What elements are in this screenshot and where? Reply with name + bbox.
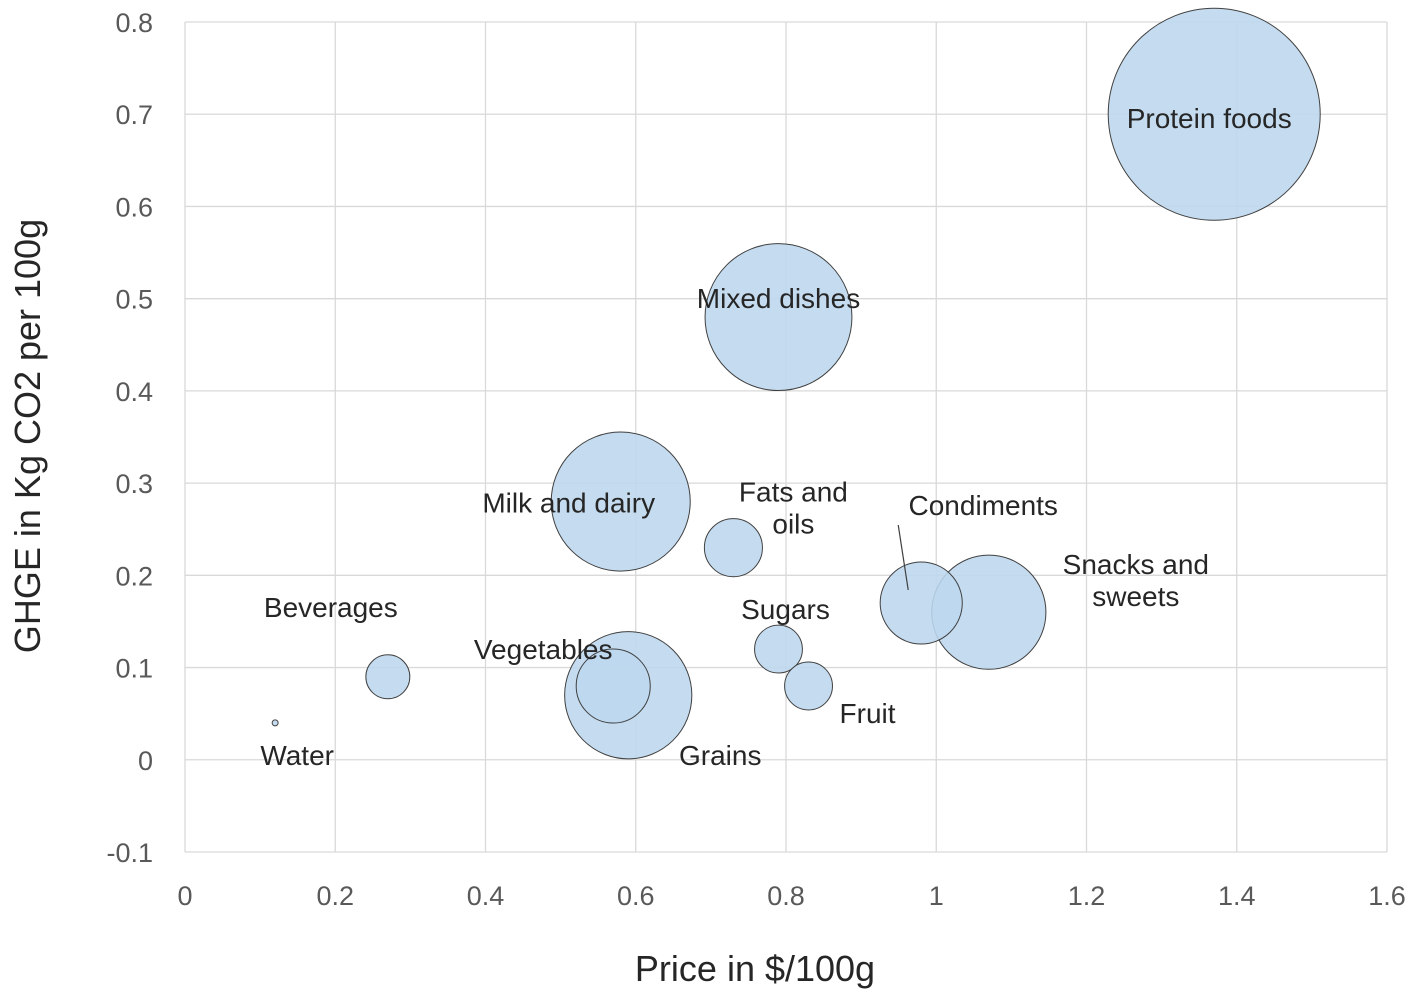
x-tick-label: 0.2 — [316, 881, 354, 911]
bubble-mixed-dishes — [704, 243, 853, 392]
bubble-water — [271, 719, 279, 727]
label-beverages: Beverages — [264, 592, 398, 623]
label-condiments: Condiments — [909, 490, 1058, 521]
x-tick-label: 1.6 — [1368, 881, 1406, 911]
label-fats-and-oils: oils — [772, 509, 814, 540]
x-tick-label: 0.8 — [767, 881, 805, 911]
y-tick-label: -0.1 — [106, 838, 153, 868]
tick-labels: -0.1 0 0.1 0.2 0.3 0.4 0.5 0.6 0.7 0.8 0 0.2 0.4 0.6 0… — [106, 8, 1405, 911]
bubble-milk-and-dairy — [550, 431, 691, 572]
y-tick-label: 0.1 — [115, 654, 153, 684]
bubble-fats-and-oils — [703, 518, 763, 578]
label-snacks-and-sweets: Snacks and — [1063, 549, 1209, 580]
y-tick-label: 0.7 — [115, 100, 153, 130]
condiments-leader-line — [897, 524, 909, 591]
bubbles — [271, 7, 1321, 760]
y-axis-title: GHGE in Kg CO2 per 100g — [7, 219, 48, 653]
y-tick-label: 0.2 — [115, 561, 153, 591]
label-protein-foods: Protein foods — [1127, 103, 1292, 134]
x-axis-title: Price in $/100g — [635, 948, 875, 989]
x-tick-label: 0 — [177, 881, 192, 911]
bubble-beverages — [365, 654, 411, 700]
bubble-vegetables — [575, 648, 651, 724]
label-milk-and-dairy: Milk and dairy — [482, 488, 655, 519]
bubble-labels: Water Beverages Grains Vegetables Milk and d… — [260, 103, 1291, 771]
y-tick-label: 0.4 — [115, 377, 153, 407]
label-mixed-dishes: Mixed dishes — [697, 283, 860, 314]
x-tick-label: 1.4 — [1218, 881, 1256, 911]
label-grains: Grains — [679, 740, 761, 771]
label-snacks-and-sweets: sweets — [1092, 581, 1179, 612]
bubble-fruit — [784, 661, 833, 711]
bubble-protein-foods — [1107, 7, 1321, 221]
label-fats-and-oils: Fats and — [739, 477, 848, 508]
bubble-condiments — [879, 561, 963, 645]
x-tick-label: 0.6 — [617, 881, 655, 911]
label-sugars: Sugars — [741, 594, 830, 625]
x-tick-label: 0.4 — [467, 881, 505, 911]
x-tick-label: 1 — [929, 881, 944, 911]
x-tick-label: 1.2 — [1068, 881, 1106, 911]
y-tick-label: 0.5 — [115, 285, 153, 315]
bubble-sugars — [754, 624, 803, 674]
label-fruit: Fruit — [840, 698, 896, 729]
y-tick-label: 0.8 — [115, 8, 153, 38]
y-tick-label: 0.3 — [115, 469, 153, 499]
y-tick-label: 0.6 — [115, 192, 153, 222]
label-water: Water — [260, 740, 334, 771]
label-vegetables: Vegetables — [474, 634, 613, 665]
y-tick-label: 0 — [138, 746, 153, 776]
